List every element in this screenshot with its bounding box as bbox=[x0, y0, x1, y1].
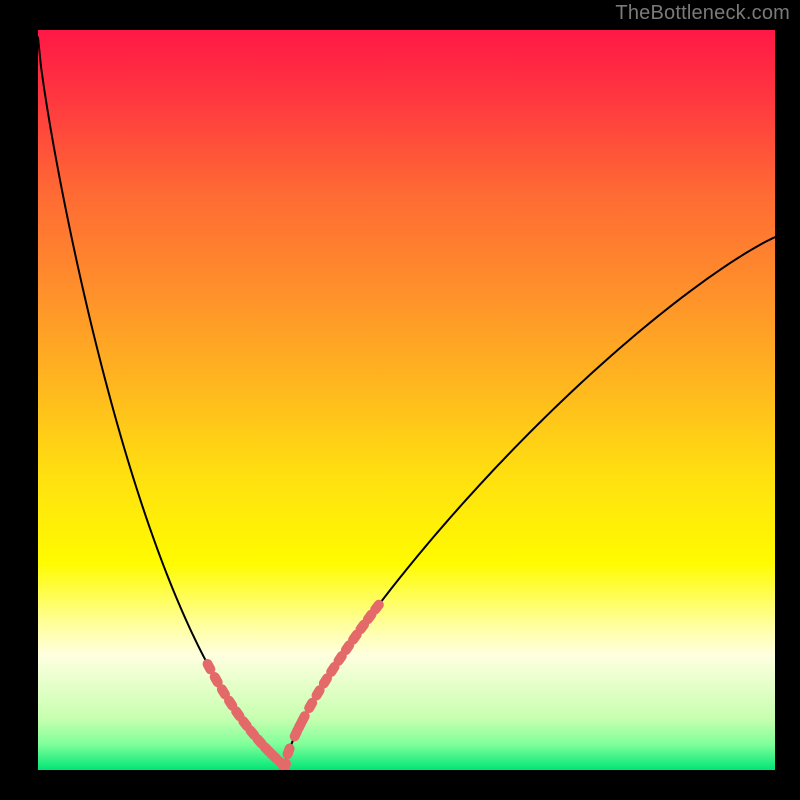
plot-area bbox=[38, 30, 775, 770]
chart-svg bbox=[38, 30, 775, 770]
plot-frame bbox=[38, 30, 775, 770]
gradient-background bbox=[38, 30, 775, 770]
watermark-text: TheBottleneck.com bbox=[615, 2, 790, 25]
stage: TheBottleneck.com bbox=[0, 0, 800, 800]
